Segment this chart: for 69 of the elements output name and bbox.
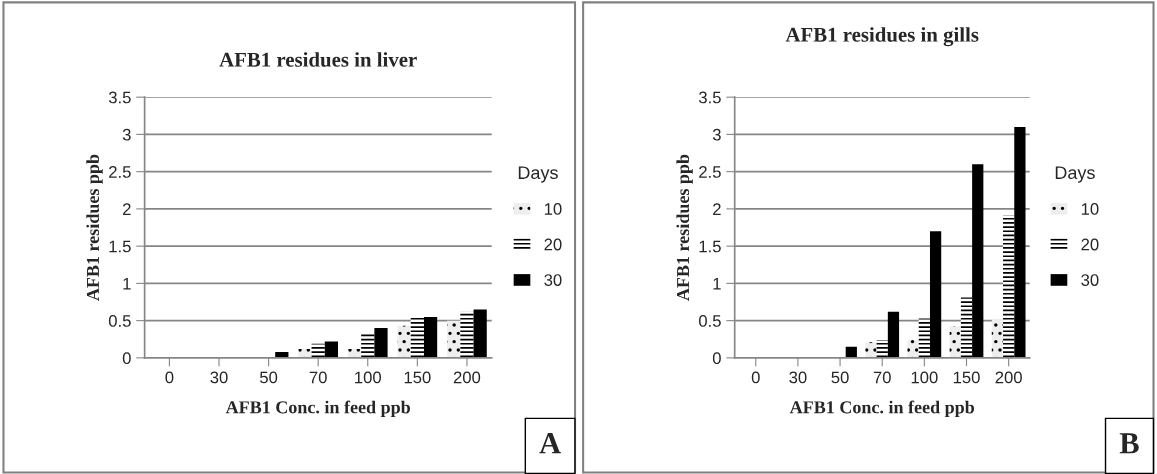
legend-label: 30 <box>544 274 562 286</box>
y-tick-label: 0.5 <box>698 315 721 327</box>
chart-title: AFB1 residues in gills <box>785 27 979 47</box>
bar <box>473 309 487 358</box>
x-tick-label: 100 <box>911 371 938 384</box>
y-tick-label: 2.5 <box>699 166 721 178</box>
bar <box>991 319 1004 358</box>
bar <box>311 343 325 358</box>
bar <box>410 317 424 358</box>
x-tick-label: 30 <box>789 371 807 384</box>
bar <box>972 164 984 358</box>
bar <box>1014 126 1026 358</box>
y-tick-label: 2.5 <box>109 166 131 178</box>
x-tick-label: 200 <box>453 371 481 384</box>
bar <box>960 297 973 358</box>
y-tick-label: 0 <box>122 352 131 365</box>
bar <box>918 318 930 358</box>
y-tick-label: 1.5 <box>699 240 721 253</box>
y-tick-label: 0.5 <box>108 315 131 327</box>
bar <box>361 332 375 358</box>
x-tick-label: 30 <box>210 371 228 384</box>
x-tick-label: 70 <box>309 371 327 384</box>
y-tick-label: 3.5 <box>108 91 131 104</box>
y-tick-label: 0 <box>712 352 721 365</box>
bar <box>865 342 877 358</box>
text: B <box>1119 433 1139 454</box>
y-axis-title: AFB1 residues ppb <box>676 154 693 301</box>
text: A <box>539 433 561 454</box>
y-tick-label: 1.5 <box>109 240 131 253</box>
x-tick-label: 200 <box>995 371 1022 384</box>
bar <box>876 339 888 358</box>
x-tick-label: 0 <box>165 371 174 384</box>
x-axis-title: AFB1 Conc. in feed ppb <box>225 400 410 418</box>
legend-title: Days <box>1055 166 1095 183</box>
x-tick-label: 50 <box>831 371 849 384</box>
x-tick-label: 150 <box>404 371 431 384</box>
y-tick-label: 1 <box>123 277 131 290</box>
y-tick-label: 2 <box>713 203 721 215</box>
x-tick-label: 70 <box>873 371 891 384</box>
legend-label: 10 <box>544 203 562 215</box>
y-tick-label: 1 <box>713 277 721 290</box>
bar <box>907 339 919 358</box>
bar <box>374 328 388 358</box>
y-tick-label: 2 <box>123 203 131 215</box>
x-tick-label: 150 <box>953 371 980 384</box>
y-tick-label: 3 <box>122 128 131 141</box>
chart-title: AFB1 residues in liver <box>219 52 417 67</box>
bar <box>929 231 942 358</box>
legend-title: Days <box>518 166 558 183</box>
bar <box>298 348 312 358</box>
y-tick-label: 3.5 <box>698 91 721 104</box>
bar <box>423 316 438 358</box>
bar <box>324 341 339 358</box>
x-axis-title: AFB1 Conc. in feed ppb <box>789 400 975 418</box>
legend-label: 20 <box>544 238 562 251</box>
legend-label: 10 <box>1081 203 1099 215</box>
bar <box>887 311 900 358</box>
bar <box>397 325 411 358</box>
bar <box>1003 215 1015 358</box>
legend-label: 30 <box>1081 274 1099 286</box>
y-tick-label: 3 <box>712 128 721 141</box>
bar <box>460 311 474 358</box>
bar <box>447 320 461 358</box>
x-tick-label: 50 <box>259 371 278 384</box>
legend-label: 20 <box>1081 238 1099 251</box>
y-axis-title: AFB1 residues ppb <box>86 154 103 301</box>
bar <box>949 326 961 358</box>
x-tick-label: 100 <box>355 371 382 384</box>
x-tick-label: 0 <box>751 371 760 384</box>
